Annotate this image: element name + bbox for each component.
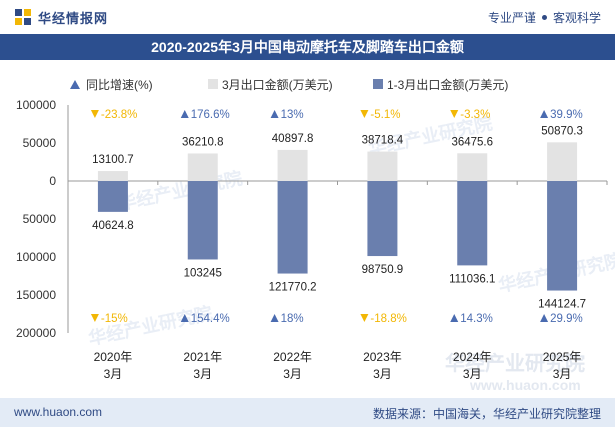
growth-down-triangle-icon <box>360 110 369 118</box>
legend-growth: 同比增速(%) <box>86 78 153 92</box>
growth-down-triangle-icon <box>360 314 369 322</box>
ytd-bar <box>457 181 488 266</box>
watermark-text: 华经产业研究院 <box>116 167 244 214</box>
x-tick-label: 3月 <box>373 367 392 381</box>
brand: 华经情报网 <box>14 7 108 27</box>
march-value-label: 40897.8 <box>272 133 314 145</box>
tagline-right: 客观科学 <box>552 11 601 25</box>
legend-march-swatch <box>208 79 218 89</box>
x-tick-label: 2024年 <box>453 350 492 364</box>
watermark-text: 华经产业研究院 <box>86 302 214 349</box>
ytd-bar <box>547 181 578 291</box>
growth-up-triangle-icon <box>180 314 189 322</box>
growth-up-triangle-icon <box>270 110 279 118</box>
ytd-value-label: 103245 <box>184 267 222 279</box>
footer-site: www.huaon.com <box>14 405 103 419</box>
ytd-bar <box>277 181 308 274</box>
y-tick-label: 200000 <box>16 326 56 340</box>
chart-title: 2020-2025年3月中国电动摩托车及脚踏车出口金额 <box>0 34 615 60</box>
march-growth-label: -23.8% <box>101 109 137 121</box>
x-tick-label: 3月 <box>283 367 302 381</box>
march-bar <box>367 151 398 181</box>
march-bar <box>97 171 128 181</box>
ytd-value-label: 111036.1 <box>449 273 495 285</box>
y-tick-label: 0 <box>49 174 56 188</box>
x-tick-label: 2020年 <box>94 350 133 364</box>
ytd-value-label: 98750.9 <box>362 264 404 276</box>
growth-up-triangle-icon <box>450 314 459 322</box>
brand-logo-icon <box>15 9 31 25</box>
y-tick-label: 100000 <box>16 250 56 264</box>
tagline: 专业严谨 客观科学 <box>488 9 601 26</box>
ytd-value-label: 121770.2 <box>269 282 317 294</box>
ytd-bar <box>187 181 218 260</box>
march-growth-label: -3.3% <box>460 109 490 121</box>
ytd-growth-label: -15% <box>101 313 128 325</box>
y-tick-label: 50000 <box>23 136 57 150</box>
ytd-value-label: 40624.8 <box>92 220 134 232</box>
x-tick-label: 3月 <box>104 367 123 381</box>
ytd-growth-label: 18% <box>281 313 304 325</box>
y-tick-label: 100000 <box>16 98 56 112</box>
x-tick-label: 3月 <box>193 367 212 381</box>
x-tick-label: 2021年 <box>183 350 222 364</box>
legend-triangle-icon <box>70 80 80 89</box>
footer: www.huaon.com 数据来源：中国海关，华经产业研究院整理 <box>0 398 615 427</box>
ytd-growth-label: 14.3% <box>460 313 493 325</box>
march-value-label: 50870.3 <box>541 125 583 137</box>
ytd-growth-label: 29.9% <box>550 313 583 325</box>
watermark-text: 华经产业研究院 <box>445 351 585 375</box>
chart: 华经产业研究院华经产业研究院华经产业研究院华经产业研究院华经产业研究院www.h… <box>16 77 615 393</box>
ytd-bar <box>97 181 128 212</box>
growth-up-triangle-icon <box>540 110 549 118</box>
ytd-bar <box>367 181 398 257</box>
watermark-url: www.huaon.com <box>469 377 581 393</box>
march-bar <box>457 153 488 181</box>
growth-down-triangle-icon <box>90 110 99 118</box>
march-value-label: 36210.8 <box>182 136 224 148</box>
march-bar <box>187 153 218 181</box>
brand-name: 华经情报网 <box>38 10 109 26</box>
tagline-dot-icon <box>541 15 547 20</box>
march-value-label: 13100.7 <box>92 154 134 166</box>
tagline-left: 专业严谨 <box>487 11 536 25</box>
footer-source: 数据来源：中国海关，华经产业研究院整理 <box>372 407 601 421</box>
y-tick-label: 50000 <box>23 212 57 226</box>
x-tick-label: 2025年 <box>543 350 582 364</box>
x-tick-label: 3月 <box>553 367 572 381</box>
march-bar <box>277 149 308 181</box>
ytd-growth-label: 154.4% <box>191 313 230 325</box>
growth-down-triangle-icon <box>90 314 99 322</box>
top-bar: 华经情报网 专业严谨 客观科学 <box>0 0 615 34</box>
growth-up-triangle-icon <box>180 110 189 118</box>
x-tick-label: 2022年 <box>273 350 312 364</box>
x-tick-label: 2023年 <box>363 350 402 364</box>
march-value-label: 38718.4 <box>362 135 404 147</box>
legend-march: 3月出口金额(万美元) <box>222 77 333 92</box>
march-growth-label: 13% <box>281 109 304 121</box>
growth-down-triangle-icon <box>450 110 459 118</box>
march-growth-label: -5.1% <box>370 109 400 121</box>
legend-ytd-swatch <box>373 79 383 89</box>
march-bar <box>547 142 578 181</box>
ytd-growth-label: -18.8% <box>370 313 406 325</box>
growth-up-triangle-icon <box>540 314 549 322</box>
legend-ytd: 1-3月出口金额(万美元) <box>387 77 508 92</box>
x-tick-label: 3月 <box>463 367 482 381</box>
march-value-label: 36475.6 <box>451 136 493 148</box>
growth-up-triangle-icon <box>270 314 279 322</box>
march-growth-label: 39.9% <box>550 109 583 121</box>
ytd-value-label: 144124.7 <box>538 299 586 311</box>
march-growth-label: 176.6% <box>191 109 230 121</box>
y-tick-label: 150000 <box>16 288 56 302</box>
